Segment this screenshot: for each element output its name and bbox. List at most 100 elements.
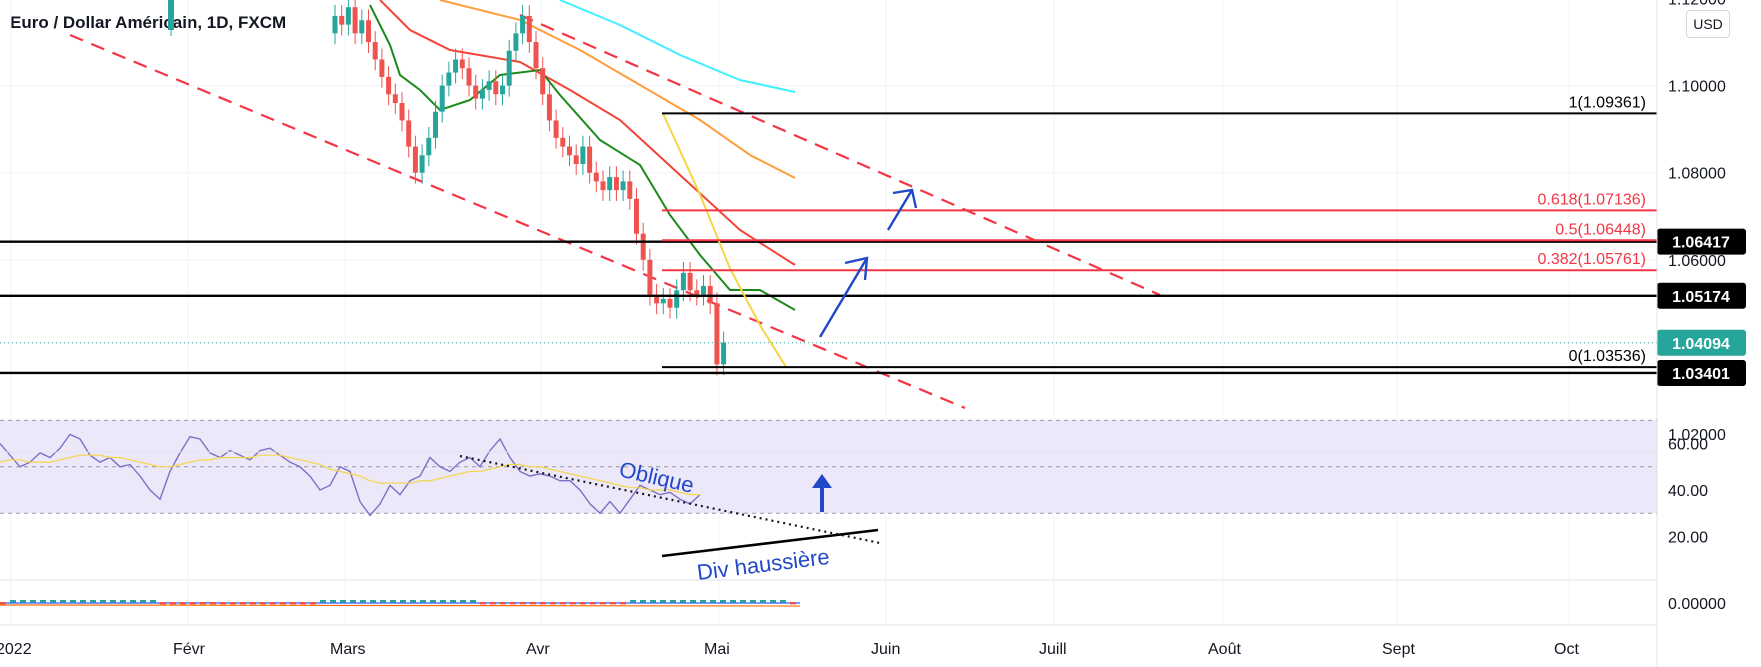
currency-selector[interactable]: USD bbox=[1686, 10, 1730, 38]
macd-histogram-bar bbox=[40, 600, 46, 603]
candle-body bbox=[567, 146, 572, 156]
x-tick-label: Juin bbox=[871, 641, 900, 658]
macd-histogram-bar bbox=[160, 602, 166, 605]
candle-body bbox=[553, 120, 559, 138]
macd-histogram-bar bbox=[630, 600, 636, 603]
macd-histogram-bar bbox=[340, 600, 346, 603]
fibonacci-retracement: 1(1.09361) 0.618(1.07136) 0.5(1.06448) 0.38… bbox=[662, 94, 1657, 369]
rsi-ma-line bbox=[0, 454, 700, 496]
macd-histogram-bar bbox=[370, 600, 376, 603]
macd-histogram-bar bbox=[100, 600, 106, 603]
candle-body bbox=[660, 298, 666, 304]
price-level-badge bbox=[1657, 282, 1746, 309]
arrow-head bbox=[892, 188, 918, 209]
macd-histogram-bar bbox=[180, 602, 186, 605]
macd-histogram-bar bbox=[170, 602, 176, 605]
macd-histogram-bar bbox=[620, 602, 626, 605]
macd-histogram-bar bbox=[240, 602, 246, 605]
candle-body bbox=[687, 272, 693, 291]
macd-histogram-bar bbox=[750, 600, 756, 603]
macd-histogram-bar bbox=[600, 602, 606, 605]
arrow-head bbox=[812, 474, 832, 488]
macd-histogram-bar bbox=[330, 600, 336, 603]
macd-histogram-bar bbox=[270, 602, 276, 605]
last-price-badge-label: 1.04094 bbox=[1672, 336, 1730, 353]
candle-body bbox=[399, 103, 405, 121]
macd-histogram-bar bbox=[770, 600, 776, 603]
price-level-badge-label: 1.06417 bbox=[1672, 235, 1730, 252]
candle-body bbox=[479, 89, 485, 99]
candle-body bbox=[339, 15, 345, 25]
arrow-up-1 bbox=[818, 257, 869, 338]
candle-body bbox=[406, 120, 412, 147]
x-tick-label: Sept bbox=[1382, 641, 1415, 658]
candle-body bbox=[459, 59, 465, 69]
macd-histogram-bar bbox=[350, 600, 356, 603]
x-tick-label: Août bbox=[1208, 641, 1241, 658]
macd-histogram-bar bbox=[430, 600, 436, 603]
channel-upper-line bbox=[519, 13, 1161, 297]
candle-body bbox=[680, 272, 686, 291]
candle-body bbox=[352, 7, 358, 34]
macd-histogram-bar bbox=[250, 602, 256, 605]
candle-body bbox=[667, 298, 673, 308]
rsi-tick-label: 40.00 bbox=[1668, 483, 1708, 500]
fib-level-label: 0.382(1.05761) bbox=[1537, 251, 1646, 268]
candle-body bbox=[546, 94, 552, 121]
candle-body bbox=[580, 146, 586, 164]
channel-lower-line bbox=[69, 33, 966, 410]
macd-signal-line bbox=[0, 604, 801, 607]
macd-histogram-bar bbox=[440, 600, 446, 603]
candle-body bbox=[593, 172, 599, 182]
candle-body bbox=[419, 155, 425, 173]
macd-histogram-bar bbox=[90, 600, 96, 603]
ema-mid-line bbox=[379, 0, 796, 266]
macd-histogram-bar bbox=[360, 600, 366, 603]
y-tick-label: 1.10000 bbox=[1668, 79, 1726, 96]
macd-histogram-bar bbox=[290, 602, 296, 605]
fib-level-label: 1(1.09361) bbox=[1569, 94, 1646, 111]
macd-histogram-bar bbox=[60, 600, 66, 603]
candle-body bbox=[392, 94, 398, 104]
macd-histogram-bar bbox=[790, 602, 796, 605]
macd-histogram-bar bbox=[780, 600, 786, 603]
macd-histogram-bar bbox=[200, 602, 206, 605]
macd-histogram-bar bbox=[460, 600, 466, 603]
candle-body bbox=[607, 177, 613, 191]
candle-body bbox=[332, 15, 338, 34]
macd-histogram-bar bbox=[140, 600, 146, 603]
price-level-badge bbox=[1657, 228, 1746, 255]
y-tick-label: 1.06000 bbox=[1668, 253, 1726, 270]
macd-histogram-bar bbox=[390, 600, 396, 603]
candle-body bbox=[520, 15, 526, 34]
rsi-band bbox=[0, 420, 1657, 514]
grid bbox=[0, 0, 1657, 625]
macd-histogram-bar bbox=[110, 600, 116, 603]
macd-histogram-bar bbox=[260, 602, 266, 605]
x-tick-label: Mai bbox=[704, 641, 730, 658]
rsi-tick-label: 60.00 bbox=[1668, 437, 1708, 454]
macd-histogram-bar bbox=[610, 602, 616, 605]
candles bbox=[168, 0, 727, 376]
candle-body bbox=[654, 294, 660, 304]
macd-histogram-bar bbox=[300, 602, 306, 605]
macd-histogram-bar bbox=[550, 602, 556, 605]
candle-body bbox=[634, 198, 639, 234]
candle-body bbox=[613, 177, 619, 191]
candle-body bbox=[587, 146, 593, 173]
x-tick-label: Avr bbox=[526, 641, 550, 658]
macd-histogram-bar bbox=[740, 600, 746, 603]
macd-histogram-bar bbox=[150, 600, 156, 603]
fib-level-label: 0.618(1.07136) bbox=[1537, 191, 1646, 208]
candle-body bbox=[446, 72, 452, 86]
y-tick-label: 1.12000 bbox=[1668, 0, 1726, 9]
rsi-panel bbox=[0, 419, 1657, 517]
macd-histogram-bar bbox=[50, 600, 56, 603]
candle-body bbox=[345, 7, 351, 25]
chart-title: Euro / Dollar Américain, 1D, FXCM bbox=[10, 13, 287, 32]
macd-histogram-bar bbox=[210, 602, 216, 605]
x-tick-label: Mars bbox=[330, 641, 366, 658]
macd-histogram-bar bbox=[400, 600, 406, 603]
macd-histogram-bar bbox=[470, 600, 476, 603]
